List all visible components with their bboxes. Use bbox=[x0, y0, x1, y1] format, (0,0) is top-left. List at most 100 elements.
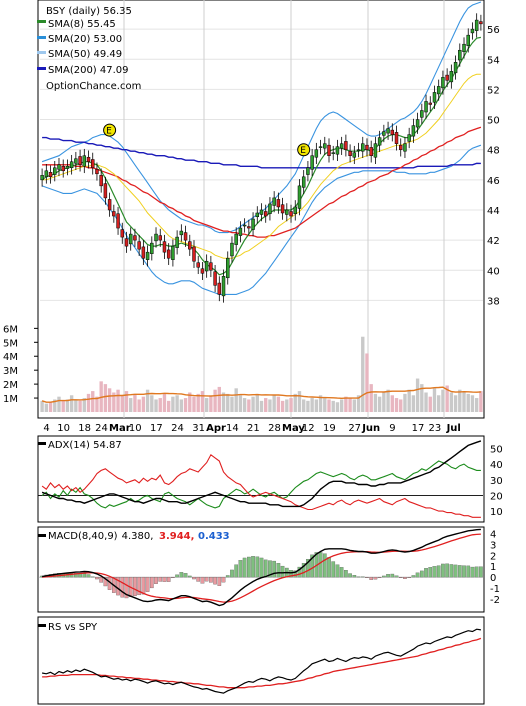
x-tick-label: 24 bbox=[95, 423, 108, 434]
legend-item-sma50: SMA(50) 49.49 bbox=[48, 49, 122, 60]
candle-body bbox=[150, 242, 154, 254]
candle-body bbox=[411, 125, 416, 137]
candle-body bbox=[331, 152, 335, 154]
candle-body bbox=[377, 137, 382, 146]
candle-body bbox=[280, 204, 285, 214]
macd-histogram-bar bbox=[90, 576, 95, 578]
macd-histogram-bar bbox=[162, 576, 167, 582]
macd-histogram-bar bbox=[95, 576, 99, 580]
candle-body bbox=[162, 241, 167, 253]
macd-histogram-bar bbox=[310, 554, 314, 578]
macd-frame bbox=[37, 526, 485, 613]
x-tick-label: 21 bbox=[247, 423, 260, 434]
sma20-line bbox=[42, 73, 481, 259]
volume-bar bbox=[255, 393, 259, 412]
candle-body bbox=[352, 152, 357, 158]
macd-histogram-bar bbox=[179, 572, 184, 578]
candle-body bbox=[86, 156, 91, 162]
volume-bar bbox=[221, 392, 226, 412]
candle-body bbox=[242, 224, 247, 227]
macd-histogram-bar bbox=[297, 566, 302, 578]
x-tick-label: Jun bbox=[361, 423, 380, 434]
candle-body bbox=[61, 166, 65, 172]
volume-bar bbox=[470, 395, 475, 412]
macd-histogram-bar bbox=[255, 556, 260, 578]
volume-bar bbox=[390, 395, 394, 412]
legend-item-sma200: SMA(200) 47.09 bbox=[48, 65, 129, 76]
volume-tick-label: 5M bbox=[3, 338, 18, 349]
x-tick-label: Mar bbox=[109, 423, 131, 434]
volume-bar bbox=[314, 399, 319, 412]
x-tick-label: 18 bbox=[78, 423, 91, 434]
candle-body bbox=[74, 158, 78, 164]
price-tick-label: 52 bbox=[487, 85, 500, 96]
volume-bar bbox=[365, 353, 369, 412]
price-panel: 56 54 52 50 48 46 44 42 40 38 6M 5M 4M 3M 2M 1M E E bbox=[3, 0, 500, 419]
x-tick-label: 19 bbox=[323, 423, 336, 434]
candle-body bbox=[124, 238, 129, 247]
macd-histogram-bar bbox=[348, 573, 352, 578]
rs-frame bbox=[37, 616, 485, 705]
volume-bar bbox=[238, 395, 243, 412]
candle-body bbox=[65, 166, 70, 169]
legend-swatch-sma50 bbox=[37, 51, 46, 54]
volume-tick-label: 4M bbox=[3, 352, 18, 363]
macd-histogram-bar bbox=[133, 576, 137, 596]
volume-bar bbox=[247, 399, 251, 412]
candle-body bbox=[394, 132, 399, 144]
candle-body bbox=[382, 131, 386, 136]
volume-bar bbox=[339, 399, 344, 412]
earnings-marker-label: E bbox=[106, 127, 112, 137]
macd-histogram-bar bbox=[141, 576, 146, 595]
macd-histogram-bar bbox=[99, 576, 104, 583]
candle-body bbox=[91, 159, 95, 169]
volume-bar bbox=[280, 400, 285, 412]
candle-body bbox=[339, 143, 344, 149]
volume-bar bbox=[209, 395, 213, 412]
volume-bar bbox=[234, 388, 238, 412]
x-tick-label: 17 bbox=[412, 423, 425, 434]
volume-ma-line bbox=[41, 386, 481, 403]
candle-body bbox=[297, 185, 302, 209]
macd-histogram-bar bbox=[306, 558, 310, 578]
volume-bar bbox=[323, 398, 327, 412]
macd-histogram-bar bbox=[377, 576, 382, 578]
volume-bar bbox=[382, 392, 386, 412]
volume-bar bbox=[386, 389, 390, 412]
x-tick-label: 31 bbox=[192, 423, 205, 434]
macd-tick-label: -2 bbox=[490, 595, 500, 606]
volume-bar bbox=[428, 396, 432, 412]
candle-body bbox=[48, 172, 53, 178]
candle-body bbox=[263, 211, 268, 217]
macd-histogram-bar bbox=[373, 576, 378, 580]
volume-bar bbox=[348, 398, 352, 412]
volume-bar bbox=[192, 396, 196, 412]
candle-body bbox=[445, 74, 449, 81]
volume-bar bbox=[158, 398, 162, 412]
macd-histogram-bar bbox=[407, 576, 412, 578]
legend-item-sma8: SMA(8) 55.45 bbox=[48, 19, 116, 30]
volume-bar bbox=[230, 396, 234, 412]
volume-bar bbox=[310, 398, 314, 412]
candle-body bbox=[424, 101, 428, 113]
macd-histogram-bar bbox=[234, 564, 239, 578]
volume-bar bbox=[361, 336, 365, 412]
macd-histogram-bar bbox=[289, 570, 293, 578]
macd-histogram-bar bbox=[352, 575, 357, 578]
candle-body bbox=[213, 271, 217, 286]
macd-histogram-bar bbox=[432, 566, 437, 578]
candle-body bbox=[462, 43, 466, 52]
rs-panel bbox=[37, 616, 485, 705]
macd-histogram-bar bbox=[411, 575, 416, 578]
volume-bar bbox=[116, 389, 120, 412]
macd-line bbox=[41, 528, 481, 607]
macd-histogram-bar bbox=[322, 553, 327, 578]
macd-histogram-bar bbox=[360, 576, 365, 578]
adx-tick-label: 20 bbox=[490, 491, 503, 502]
candle-body bbox=[171, 245, 175, 260]
macd-histogram-value: 0.433 bbox=[198, 531, 230, 542]
candle-body bbox=[348, 150, 352, 156]
price-tick-label: 38 bbox=[487, 296, 500, 307]
candle-body bbox=[95, 169, 99, 175]
